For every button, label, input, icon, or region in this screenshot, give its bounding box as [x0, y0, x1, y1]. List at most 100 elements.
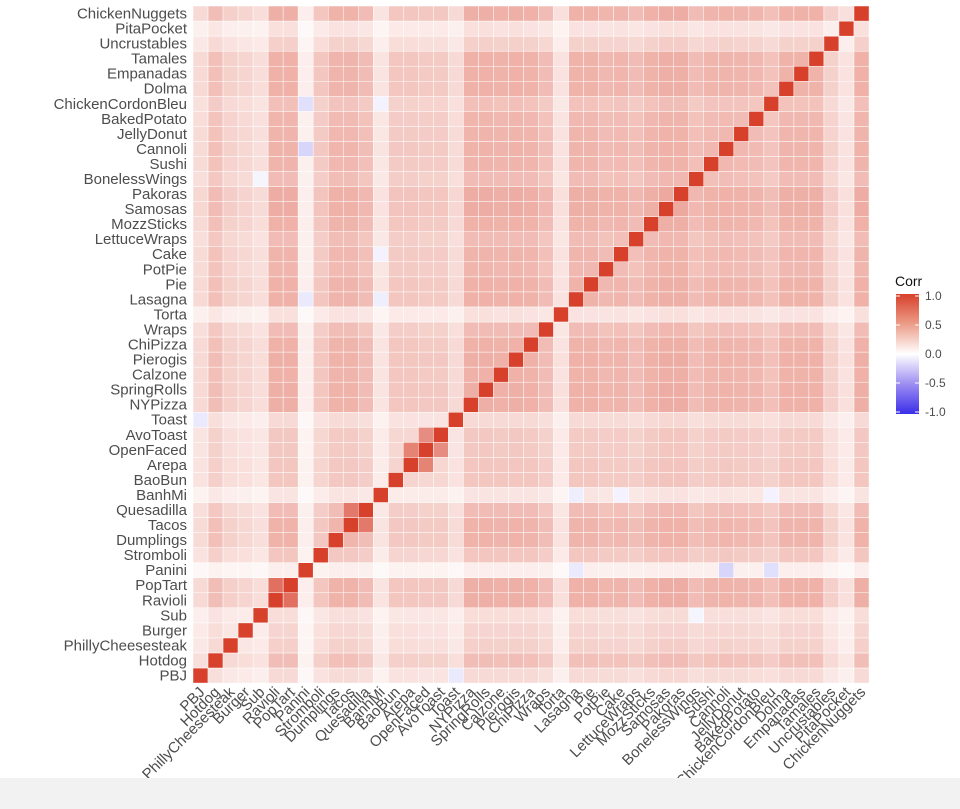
heatmap-cell	[568, 426, 584, 443]
legend-tick-label: 0.5	[925, 318, 942, 332]
heatmap-cell	[808, 607, 825, 624]
heatmap-cell	[733, 487, 750, 503]
heatmap-cell	[793, 126, 810, 142]
heatmap-cell	[733, 366, 750, 383]
heatmap-cell	[568, 607, 584, 624]
heatmap-cell	[342, 80, 359, 97]
heatmap-cell	[613, 592, 629, 609]
heatmap-cell	[793, 261, 810, 278]
heatmap-cell	[823, 562, 840, 578]
heatmap-cell	[418, 306, 434, 323]
heatmap-cell	[418, 291, 434, 308]
heatmap-cell	[207, 156, 224, 172]
heatmap-cell	[703, 171, 720, 187]
heatmap-cell	[357, 502, 374, 518]
heatmap-cell	[523, 231, 539, 248]
heatmap-cell	[823, 457, 840, 473]
heatmap-cell	[327, 246, 344, 263]
heatmap-cell	[342, 156, 359, 172]
heatmap-cell	[222, 231, 239, 248]
heatmap-cell	[252, 246, 269, 263]
heatmap-cell	[688, 547, 705, 563]
heatmap-cell	[568, 592, 584, 609]
heatmap-cell	[312, 186, 329, 202]
heatmap-cell	[598, 381, 614, 398]
heatmap-cell	[553, 351, 569, 368]
heatmap-cell	[207, 622, 224, 639]
heatmap-cell	[297, 487, 314, 503]
heatmap-cell	[673, 261, 690, 278]
heatmap-cell	[508, 35, 524, 52]
heatmap-cell	[478, 577, 494, 594]
heatmap-cell	[703, 622, 720, 639]
heatmap-cell	[823, 637, 840, 654]
heatmap-cell	[192, 396, 209, 413]
heatmap-cell	[778, 35, 795, 52]
heatmap-cell	[222, 562, 239, 578]
heatmap-cell	[252, 411, 269, 428]
heatmap-cell	[793, 472, 810, 488]
heatmap-cell	[282, 457, 299, 473]
heatmap-cell	[448, 426, 464, 443]
heatmap-cell	[267, 141, 284, 157]
heatmap-cell	[598, 426, 614, 443]
heatmap-cell	[448, 532, 464, 548]
heatmap-cell	[418, 171, 434, 187]
heatmap-cell	[598, 562, 614, 578]
heatmap-cell	[508, 652, 524, 669]
heatmap-cell	[267, 577, 284, 594]
heatmap-cell	[388, 592, 404, 609]
heatmap-cell	[403, 667, 419, 684]
heatmap-cell	[448, 5, 464, 22]
heatmap-cell	[418, 457, 434, 473]
heatmap-cell	[403, 547, 419, 563]
heatmap-cell	[568, 336, 584, 353]
heatmap-cell	[252, 261, 269, 278]
heatmap-cell	[688, 291, 705, 308]
heatmap-cell	[373, 547, 389, 563]
heatmap-cell	[418, 5, 434, 22]
heatmap-cell	[823, 547, 840, 563]
heatmap-cell	[838, 306, 855, 323]
heatmap-cell	[583, 472, 599, 488]
heatmap-cell	[463, 321, 479, 338]
heatmap-cell	[388, 96, 404, 112]
y-tick-label: Arepa	[147, 457, 188, 474]
heatmap-cell	[598, 276, 614, 293]
heatmap-cell	[297, 186, 314, 202]
heatmap-cell	[297, 351, 314, 368]
heatmap-cell	[297, 667, 314, 684]
heatmap-cell	[282, 261, 299, 278]
heatmap-cell	[583, 667, 599, 684]
heatmap-cell	[628, 216, 644, 232]
heatmap-cell	[478, 201, 494, 217]
heatmap-cell	[718, 216, 735, 232]
heatmap-cell	[508, 622, 524, 639]
heatmap-cell	[282, 321, 299, 338]
heatmap-cell	[658, 201, 675, 217]
heatmap-cell	[493, 637, 509, 654]
heatmap-cell	[763, 502, 780, 518]
heatmap-cell	[553, 5, 569, 22]
heatmap-cell	[388, 396, 404, 413]
heatmap-cell	[342, 126, 359, 142]
heatmap-cell	[282, 592, 299, 609]
heatmap-cell	[538, 351, 554, 368]
heatmap-cell	[823, 411, 840, 428]
heatmap-cell	[838, 65, 855, 82]
heatmap-cell	[658, 637, 675, 654]
heatmap-cell	[793, 607, 810, 624]
heatmap-cell	[237, 366, 254, 383]
heatmap-cell	[418, 532, 434, 548]
heatmap-cell	[342, 532, 359, 548]
heatmap-cell	[598, 366, 614, 383]
heatmap-cell	[658, 80, 675, 97]
heatmap-cell	[207, 547, 224, 563]
heatmap-cell	[538, 261, 554, 278]
heatmap-cell	[418, 336, 434, 353]
heatmap-cell	[463, 201, 479, 217]
heatmap-cell	[192, 261, 209, 278]
heatmap-cell	[628, 457, 644, 473]
heatmap-cell	[613, 50, 629, 67]
heatmap-cell	[628, 50, 644, 67]
